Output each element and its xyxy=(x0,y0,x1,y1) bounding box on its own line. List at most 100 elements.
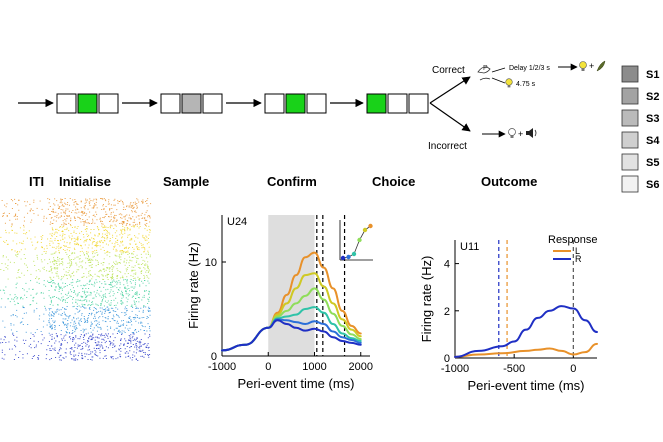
raster-spike xyxy=(144,260,146,262)
raster-spike xyxy=(132,275,134,277)
raster-spike xyxy=(80,306,82,308)
raster-spike xyxy=(112,310,114,311)
speaker-icon xyxy=(526,128,537,138)
confirm-box-middle xyxy=(285,93,306,114)
raster-spike xyxy=(57,275,59,277)
raster-spike xyxy=(148,307,150,309)
raster-spike xyxy=(138,279,140,281)
raster-spike xyxy=(33,296,35,298)
raster-spike xyxy=(123,312,125,314)
raster-spike xyxy=(129,203,131,205)
raster-spike xyxy=(54,311,56,313)
raster-spike xyxy=(55,211,57,213)
raster-spike xyxy=(53,315,55,317)
raster-spike xyxy=(95,354,97,356)
raster-spike xyxy=(71,273,73,274)
raster-spike xyxy=(66,298,68,299)
raster-spike xyxy=(88,265,90,267)
raster-spike xyxy=(76,244,78,245)
raster-spike xyxy=(129,357,131,359)
raster-spike xyxy=(123,251,125,252)
raster-spike xyxy=(122,252,124,254)
raster-spike xyxy=(79,218,81,220)
raster-spike xyxy=(96,226,98,227)
raster-spike xyxy=(143,306,145,308)
raster-spike xyxy=(93,317,95,319)
raster-spike xyxy=(104,317,106,318)
raster-spike xyxy=(111,342,113,344)
raster-spike xyxy=(140,339,142,340)
raster-spike xyxy=(145,235,147,237)
raster-spike xyxy=(86,276,88,278)
raster-spike xyxy=(77,243,79,245)
raster-spike xyxy=(103,305,105,307)
raster-spike xyxy=(108,216,110,218)
raster-spike xyxy=(86,291,88,293)
raster-spike xyxy=(89,239,91,240)
raster-spike xyxy=(12,333,14,335)
raster-spike xyxy=(73,292,75,293)
raster-spike xyxy=(58,245,60,247)
raster-spike xyxy=(116,230,118,232)
raster-spike xyxy=(118,280,120,282)
raster-spike xyxy=(27,270,29,272)
raster-spike xyxy=(76,208,78,210)
raster-spike xyxy=(126,227,128,229)
raster-spike xyxy=(82,287,84,289)
raster-spike xyxy=(116,278,118,279)
raster-spike xyxy=(120,300,122,301)
raster-spike xyxy=(52,296,54,298)
raster-spike xyxy=(141,212,143,214)
raster-spike xyxy=(80,295,82,297)
raster-spike xyxy=(148,225,150,227)
raster-spike xyxy=(92,351,94,353)
raster-spike xyxy=(62,357,64,359)
raster-spike xyxy=(107,335,109,337)
raster-spike xyxy=(142,326,144,327)
raster-spike xyxy=(22,298,24,300)
raster-spike xyxy=(109,220,111,222)
raster-spike xyxy=(111,225,113,227)
raster-spike xyxy=(114,346,116,348)
stage-outcome: Outcome xyxy=(481,174,537,189)
raster-spike xyxy=(25,205,27,207)
raster-spike xyxy=(107,309,109,311)
raster-spike xyxy=(57,304,59,306)
raster-spike xyxy=(121,230,123,232)
raster-spike xyxy=(146,276,148,278)
raster-spike xyxy=(28,345,30,347)
raster-spike xyxy=(58,298,60,300)
raster-spike xyxy=(49,243,51,245)
raster-spike xyxy=(64,339,66,341)
raster-spike xyxy=(88,288,90,289)
raster-spike xyxy=(98,337,100,339)
raster-spike xyxy=(49,233,51,235)
raster-spike xyxy=(13,215,15,217)
raster-spike xyxy=(65,308,67,310)
raster-spike xyxy=(123,261,125,263)
raster-spike xyxy=(86,233,88,235)
raster-spike xyxy=(103,294,105,296)
raster-spike xyxy=(62,238,64,240)
raster-spike xyxy=(20,296,22,298)
raster-spike xyxy=(57,283,59,285)
raster-spike xyxy=(103,208,105,210)
raster-spike xyxy=(97,227,99,229)
raster-spike xyxy=(107,300,109,302)
raster-spike xyxy=(144,238,146,240)
raster-spike xyxy=(53,211,55,213)
raster-spike xyxy=(81,250,83,252)
raster-spike xyxy=(74,201,76,202)
raster-spike xyxy=(87,332,89,334)
raster-spike xyxy=(71,284,73,286)
raster-spike xyxy=(113,261,115,263)
raster-spike xyxy=(83,318,85,319)
raster-spike xyxy=(129,243,131,245)
raster-spike xyxy=(148,229,150,231)
raster-spike xyxy=(88,272,90,274)
raster-spike xyxy=(63,211,65,213)
raster-spike xyxy=(140,253,142,255)
raster-spike xyxy=(41,253,43,255)
raster-spike xyxy=(92,329,94,331)
